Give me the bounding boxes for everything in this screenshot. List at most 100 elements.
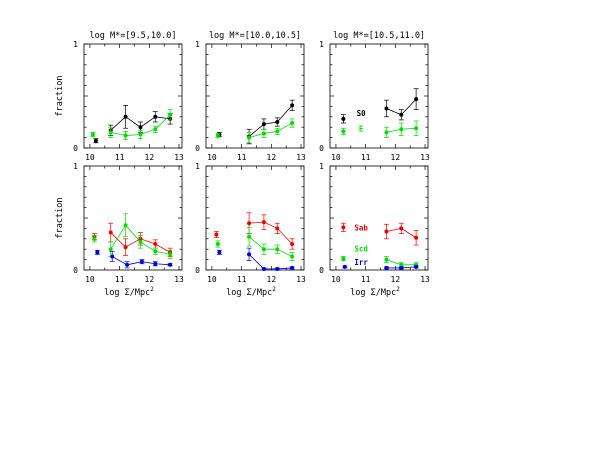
y-tick-label: 1 <box>73 40 78 49</box>
y-tick-label: 1 <box>319 40 324 49</box>
e-data-point <box>247 135 252 140</box>
x-tick-label: 10 <box>331 275 341 284</box>
irr-data-point <box>399 265 404 270</box>
irr-series-line <box>248 254 293 270</box>
x-tick-label: 11 <box>361 153 371 162</box>
irr-data-point <box>342 264 347 269</box>
y-tick-label: 0 <box>73 266 78 275</box>
s0-data-point <box>384 106 389 111</box>
irr-data-point <box>290 265 295 270</box>
panel-frame <box>83 43 183 149</box>
scd-data-point <box>168 252 173 257</box>
s0-series-line <box>248 105 293 137</box>
scd-data-point <box>290 254 295 259</box>
s0-data-point <box>153 114 158 119</box>
sab-data-point <box>214 232 219 237</box>
x-tick-label: 11 <box>361 275 371 284</box>
irr-data-point <box>95 250 100 255</box>
x-axis-label: log Σ/Mpc2 <box>104 286 154 298</box>
x-tick-label: 11 <box>115 153 125 162</box>
x-tick-label: 11 <box>115 275 125 284</box>
s0-data-point <box>399 112 404 117</box>
scd-series-line <box>248 236 293 257</box>
scd-data-point <box>138 239 143 244</box>
irr-data-point <box>139 259 144 264</box>
e-data-point <box>261 131 266 136</box>
y-axis-label: fraction <box>55 76 65 117</box>
e-data-point <box>215 133 220 138</box>
y-tick-label: 0 <box>319 144 324 153</box>
panel-top-2: 10 11 12 13 0 1 log M*=[10.0,10.5] <box>195 31 306 162</box>
irr-data-point <box>414 264 419 269</box>
scd-data-point <box>92 236 97 241</box>
x-tick-label: 11 <box>237 153 247 162</box>
x-tick-label: 13 <box>420 153 430 162</box>
s0-data-point <box>261 122 266 127</box>
panel-bottom-1: 10 11 12 13 0 1 fraction log Σ/Mpc2 <box>55 162 184 298</box>
panel-frame <box>329 165 429 271</box>
scd-data-point <box>261 247 266 252</box>
annotation-e: E <box>359 124 364 133</box>
x-tick-label: 10 <box>207 153 217 162</box>
e-data-point <box>168 112 173 117</box>
sab-data-point <box>384 229 389 234</box>
e-data-point <box>153 127 158 132</box>
x-axis-label-superscript: 2 <box>272 286 276 293</box>
irr-data-point <box>217 250 222 255</box>
s0-data-point <box>290 103 295 108</box>
scd-data-point <box>399 262 404 267</box>
x-tick-label: 12 <box>267 275 277 284</box>
scd-data-point <box>215 242 220 246</box>
x-tick-label: 13 <box>174 153 184 162</box>
x-axis-label: log Σ/Mpc2 <box>226 286 276 298</box>
panel-bottom-3: 10 11 12 13 0 1 log Σ/Mpc2 Sab Scd Irr <box>319 162 430 298</box>
e-data-point <box>399 127 404 132</box>
irr-data-point <box>125 262 130 267</box>
scd-data-point <box>108 247 113 252</box>
sab-data-point <box>153 242 158 246</box>
y-tick-label: 1 <box>73 162 78 171</box>
x-tick-label: 13 <box>174 275 184 284</box>
e-data-point <box>123 133 128 138</box>
irr-data-point <box>247 252 252 257</box>
sab-data-point <box>108 230 113 235</box>
sab-data-point <box>247 221 252 226</box>
y-tick-label: 0 <box>319 266 324 275</box>
y-tick-label: 1 <box>195 162 200 171</box>
e-series-line <box>248 122 293 138</box>
irr-data-point <box>275 266 280 271</box>
s0-data-point <box>93 138 98 143</box>
sab-data-point <box>399 226 404 231</box>
s0-data-point <box>123 114 128 119</box>
irr-data-point <box>384 265 389 270</box>
sab-data-point <box>290 242 295 246</box>
e-data-point <box>275 129 280 134</box>
annotation-scd: Scd <box>354 244 368 253</box>
x-tick-label: 11 <box>237 275 247 284</box>
s0-data-point <box>275 120 280 124</box>
scd-data-point <box>247 234 252 239</box>
annotation-sab: Sab <box>354 223 368 232</box>
e-data-point <box>90 132 95 137</box>
irr-data-point <box>261 266 266 271</box>
x-tick-label: 10 <box>207 275 217 284</box>
scd-data-point <box>153 249 158 254</box>
irr-data-point <box>153 261 158 266</box>
x-tick-label: 13 <box>296 153 306 162</box>
annotation-s0: S0 <box>357 109 367 118</box>
scd-data-point <box>341 256 346 261</box>
sab-series-line <box>249 221 293 245</box>
y-axis-label: fraction <box>55 198 65 239</box>
x-tick-label: 12 <box>145 275 155 284</box>
panel-top-1: 10 11 12 13 0 1 log M*=[9.5,10.0] fraction <box>55 31 184 162</box>
x-tick-label: 12 <box>267 153 277 162</box>
y-tick-label: 0 <box>195 144 200 153</box>
y-tick-label: 0 <box>73 144 78 153</box>
irr-data-point <box>110 254 115 259</box>
x-tick-label: 10 <box>85 153 95 162</box>
y-tick-label: 1 <box>319 162 324 171</box>
x-tick-label: 12 <box>391 275 401 284</box>
sab-data-point <box>341 225 346 230</box>
annotation-irr: Irr <box>354 258 368 267</box>
